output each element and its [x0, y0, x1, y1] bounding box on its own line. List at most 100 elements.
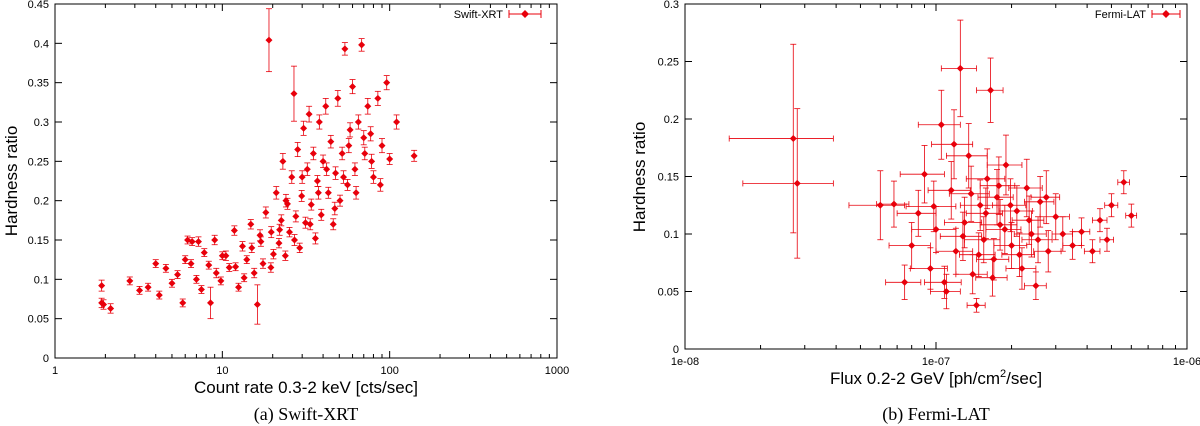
diamond-marker [329, 220, 337, 228]
panel-fermi-lat: 1e-08 1e-07 1e-06 0 0.05 0.1 0.15 0.2 0.25 0.3 F… [630, 0, 1200, 425]
diamond-marker [162, 264, 170, 272]
diamond-marker [324, 189, 332, 197]
data-point [338, 146, 346, 161]
data-point [294, 142, 302, 158]
diamond-marker [1001, 225, 1009, 233]
y-tick-label: 0.4 [34, 38, 49, 50]
data-point [1023, 271, 1047, 300]
diamond-marker [383, 79, 391, 87]
diamond-marker [367, 130, 375, 138]
y-tick-label: 0.3 [664, 0, 679, 11]
y-tick-label: 0.3 [34, 117, 49, 129]
data-point [232, 262, 240, 272]
y-tick-labels: 0 0.05 0.1 0.15 0.2 0.25 0.3 [658, 0, 679, 356]
data-points [98, 8, 418, 325]
data-point [742, 108, 834, 259]
data-point [1030, 170, 1061, 225]
x-tick-label: 1e-07 [922, 356, 950, 368]
diamond-marker [275, 239, 283, 247]
diamond-marker [277, 216, 285, 224]
data-point [315, 114, 323, 130]
y-tick-label: 0.35 [28, 78, 49, 90]
diamond-marker [256, 231, 264, 239]
data-point [1125, 203, 1138, 228]
diamond-marker [361, 149, 369, 157]
plot-frame [54, 3, 558, 359]
diamond-marker [996, 221, 1004, 229]
y-tick-label: 0.45 [28, 0, 49, 11]
data-point [248, 242, 256, 253]
diamond-marker [1078, 228, 1086, 236]
data-point [136, 286, 144, 295]
diamond-marker [276, 226, 284, 234]
diamond-marker [393, 118, 401, 126]
data-point [334, 90, 342, 107]
data-point [126, 276, 134, 286]
diamond-marker [294, 146, 302, 154]
diamond-marker [286, 228, 294, 236]
data-point [257, 236, 265, 247]
y-tick-label: 0.25 [658, 57, 679, 69]
diamond-marker [187, 260, 195, 268]
diamond-marker [126, 277, 134, 285]
data-point [323, 162, 331, 176]
data-point [292, 210, 300, 223]
diamond-marker [100, 301, 108, 309]
data-point [296, 242, 304, 253]
data-point [992, 178, 1027, 233]
diamond-marker [345, 142, 353, 150]
y-tick-label: 0 [43, 353, 49, 365]
data-point [311, 232, 319, 245]
diamond-marker [930, 202, 938, 210]
diamond-marker [298, 173, 306, 181]
data-point [336, 194, 344, 207]
data-point [361, 146, 369, 161]
data-point [179, 298, 187, 308]
data-point [98, 279, 106, 292]
diamond-marker [314, 189, 322, 197]
data-point [205, 260, 213, 270]
legend-label: Fermi-LAT [1095, 9, 1146, 21]
diamond-marker [1018, 265, 1026, 272]
diamond-marker [1025, 216, 1033, 224]
data-point [314, 186, 322, 200]
data-point [282, 193, 290, 208]
y-axis-label: Hardness ratio [2, 126, 21, 237]
diamond-marker [995, 182, 1003, 190]
data-point [107, 303, 115, 314]
data-point [290, 65, 298, 122]
diamond-marker [298, 192, 306, 200]
data-point [327, 134, 335, 149]
axis-ticks [54, 3, 558, 359]
data-point [281, 250, 289, 261]
diamond-marker [332, 169, 340, 177]
data-point [217, 276, 225, 286]
data-point [386, 153, 394, 165]
diamond-marker [247, 220, 255, 228]
diamond-marker [983, 175, 991, 183]
data-point [945, 123, 988, 189]
y-tick-label: 0.15 [28, 235, 49, 247]
data-point [383, 75, 391, 91]
data-point [1083, 239, 1101, 264]
data-point [298, 190, 306, 202]
diamond-marker [136, 286, 144, 294]
data-point [265, 8, 273, 73]
diamond-marker [360, 134, 368, 142]
data-point [931, 109, 974, 180]
diamond-marker [107, 304, 115, 312]
data-point [181, 255, 189, 265]
legend-marker [521, 10, 529, 18]
diamond-marker [300, 124, 308, 132]
diamond-marker [267, 264, 275, 272]
data-point [349, 79, 357, 95]
data-point [305, 105, 313, 123]
data-point [144, 282, 152, 292]
y-tick-label: 0.1 [664, 229, 679, 241]
data-point [976, 57, 1004, 123]
x-tick-labels: 1 10 100 1000 [52, 365, 569, 377]
legend-marker [1162, 10, 1170, 18]
data-point [319, 154, 327, 169]
diamond-marker [305, 110, 313, 118]
